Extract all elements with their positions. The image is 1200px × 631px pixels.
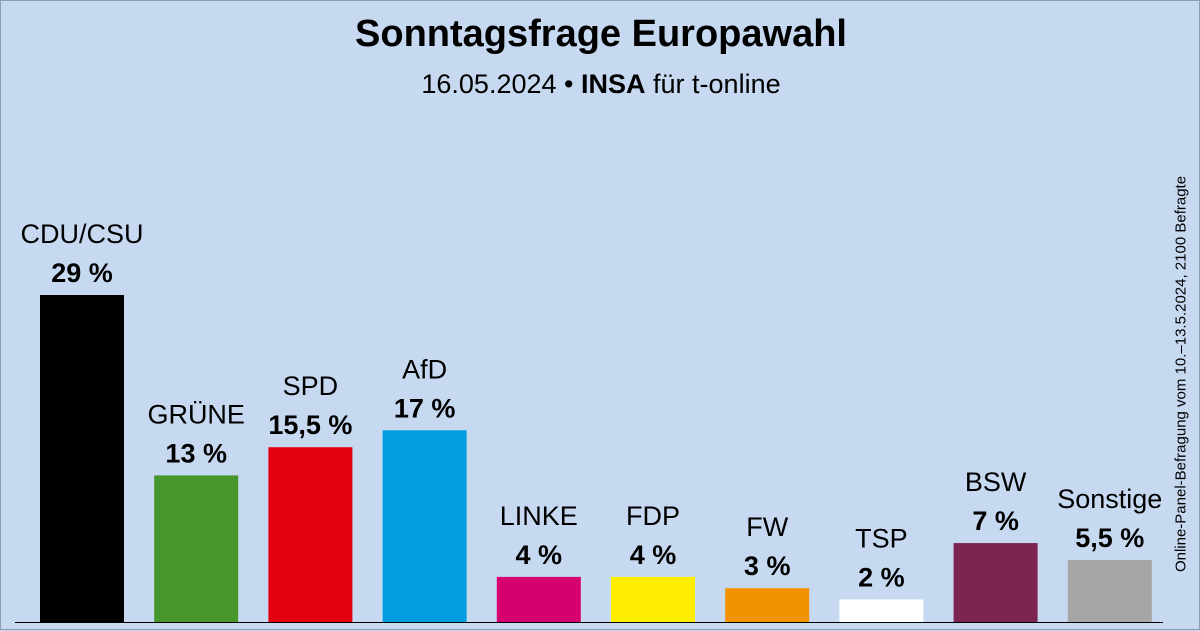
bar-bsw: [953, 543, 1038, 622]
value-label-gruene: 13 %: [165, 438, 227, 468]
category-label-bsw: BSW: [965, 467, 1027, 497]
value-label-fw: 3 %: [744, 551, 791, 581]
category-label-spd: SPD: [283, 371, 339, 401]
client-name: für t-online: [653, 69, 781, 99]
subtitle-separator: •: [564, 69, 574, 99]
bar-afd: [382, 430, 467, 622]
category-label-afd: AfD: [402, 354, 447, 384]
bar-sonstige: [1067, 559, 1152, 622]
chart-title: Sonntagsfrage Europawahl: [355, 13, 847, 55]
category-label-linke: LINKE: [500, 501, 578, 531]
value-label-sonstige: 5,5 %: [1075, 523, 1144, 553]
value-label-bsw: 7 %: [972, 506, 1019, 536]
bar-tsp: [839, 599, 924, 622]
category-label-fdp: FDP: [626, 501, 680, 531]
value-label-spd: 15,5 %: [268, 410, 352, 440]
bar-linke: [496, 576, 581, 622]
value-label-afd: 17 %: [394, 393, 456, 423]
category-label-cdu-csu: CDU/CSU: [20, 219, 143, 249]
bar-fdp: [611, 576, 695, 622]
bar-gruene: [154, 475, 239, 622]
bar-spd: [268, 447, 353, 622]
survey-date: 16.05.2024: [421, 69, 557, 99]
bar-fw: [725, 588, 810, 622]
category-label-gruene: GRÜNE: [147, 399, 245, 429]
institute-name: INSA: [581, 69, 646, 99]
value-label-cdu-csu: 29 %: [51, 258, 113, 288]
value-label-tsp: 2 %: [858, 562, 905, 592]
value-label-fdp: 4 %: [630, 540, 677, 570]
chart-subtitle: 16.05.2024 • INSA für t-online: [1, 69, 1200, 100]
bar-cdu-csu: [40, 295, 124, 622]
category-label-fw: FW: [746, 512, 788, 542]
category-label-tsp: TSP: [855, 523, 908, 553]
category-label-sonstige: Sonstige: [1057, 484, 1162, 514]
value-label-linke: 4 %: [516, 540, 563, 570]
